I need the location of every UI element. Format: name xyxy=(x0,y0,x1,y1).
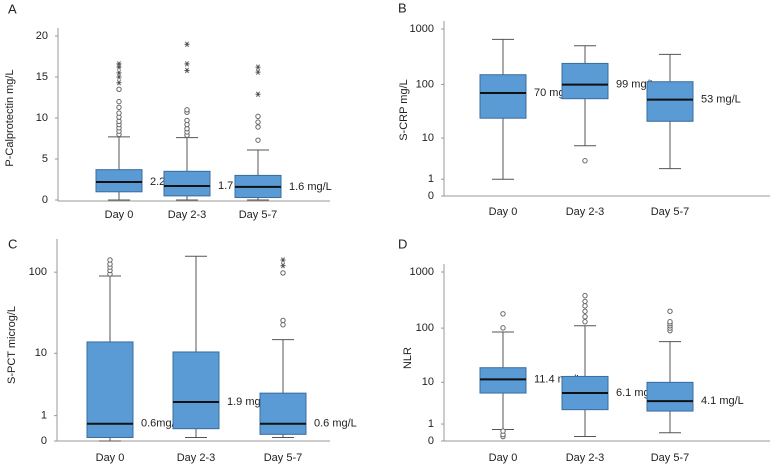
outlier xyxy=(184,117,190,124)
y-tick-label: 0 xyxy=(41,435,47,447)
outlier xyxy=(184,107,190,113)
box xyxy=(163,170,211,197)
panel-title: C xyxy=(8,236,17,251)
y-axis-label: NLR xyxy=(402,347,414,369)
y-axis-label: S-PCT microg/L xyxy=(6,306,18,384)
y-axis-label: P-Calprotectin mg/L xyxy=(4,69,16,166)
x-tick-label: Day 0 xyxy=(105,209,134,221)
x-tick-label: Day 5-7 xyxy=(651,452,690,464)
x-tick-label: Day 0 xyxy=(96,452,125,464)
x-tick-label: Day 2-3 xyxy=(566,452,605,464)
x-tick-label: Day 0 xyxy=(489,206,518,218)
box xyxy=(561,62,609,100)
extreme xyxy=(184,61,190,67)
y-tick-label: 15 xyxy=(36,71,48,83)
outlier xyxy=(667,308,673,314)
y-tick-label: 100 xyxy=(416,78,434,90)
outlier xyxy=(116,98,122,105)
extreme xyxy=(255,91,261,97)
x-tick-label: Day 5-7 xyxy=(239,209,278,221)
box xyxy=(172,351,220,430)
outlier xyxy=(582,292,588,299)
median-label: 53 mg/L xyxy=(701,93,741,105)
extreme xyxy=(184,67,190,74)
outlier xyxy=(280,270,286,276)
box xyxy=(479,74,527,119)
outlier xyxy=(582,158,588,164)
median-label: 0.6 mg/L xyxy=(314,418,357,430)
y-tick-label: 10 xyxy=(36,112,48,124)
x-tick-label: Day 0 xyxy=(489,452,518,464)
y-tick-label: 10 xyxy=(35,347,47,359)
outlier xyxy=(500,428,506,434)
y-tick-label: 0 xyxy=(42,194,48,206)
outlier xyxy=(255,119,261,125)
x-tick-label: Day 2-3 xyxy=(177,452,216,464)
box xyxy=(646,81,694,122)
y-axis-label: S-CRP mg/L xyxy=(398,79,410,141)
outlier xyxy=(500,311,506,317)
outlier xyxy=(582,308,588,314)
outlier xyxy=(280,317,286,324)
outlier xyxy=(255,137,261,143)
x-tick-label: Day 2-3 xyxy=(566,206,605,218)
median-label: 99 mg/L xyxy=(616,79,656,91)
extreme xyxy=(184,41,190,47)
y-tick-label: 5 xyxy=(42,153,48,165)
box xyxy=(86,341,134,439)
y-tick-label: 100 xyxy=(416,322,434,334)
x-tick-label: Day 5-7 xyxy=(264,452,303,464)
outlier xyxy=(582,298,588,305)
median-label: 0.6mg/L xyxy=(141,418,181,430)
extreme xyxy=(280,257,286,263)
y-tick-label: 0 xyxy=(428,190,434,202)
median-label: 1.6 mg/L xyxy=(289,181,332,193)
median-label: 4.1 mg/L xyxy=(701,395,744,407)
extreme xyxy=(280,262,286,269)
panel-title: B xyxy=(398,0,407,15)
extreme xyxy=(116,64,122,70)
panel-title: D xyxy=(398,236,407,251)
outlier xyxy=(582,303,588,309)
y-tick-label: 1 xyxy=(428,173,434,185)
outlier xyxy=(116,104,122,111)
extreme xyxy=(116,70,122,76)
y-tick-label: 0 xyxy=(428,435,434,447)
y-tick-label: 10 xyxy=(422,132,434,144)
outlier xyxy=(280,322,286,328)
panel-title: A xyxy=(8,1,17,16)
extreme xyxy=(116,61,122,67)
outlier xyxy=(500,325,506,331)
box xyxy=(95,169,143,193)
outlier xyxy=(116,86,122,93)
box xyxy=(259,392,307,435)
y-tick-label: 1 xyxy=(41,410,47,422)
median-label: 1.9 mg/L xyxy=(227,396,270,408)
y-tick-label: 1 xyxy=(428,418,434,430)
extreme xyxy=(255,64,261,70)
y-tick-label: 1000 xyxy=(410,266,434,278)
outlier xyxy=(116,110,122,116)
outlier xyxy=(255,113,261,120)
outlier xyxy=(107,257,113,263)
outlier xyxy=(667,319,673,325)
outlier xyxy=(255,124,261,130)
y-tick-label: 100 xyxy=(29,266,47,278)
extreme xyxy=(116,79,122,86)
x-tick-label: Day 5-7 xyxy=(651,206,690,218)
y-tick-label: 10 xyxy=(422,376,434,388)
outlier xyxy=(582,319,588,325)
y-tick-label: 20 xyxy=(36,30,48,42)
box xyxy=(646,381,694,412)
y-tick-label: 1000 xyxy=(410,23,434,35)
extreme xyxy=(255,69,261,75)
outlier xyxy=(582,314,588,320)
x-tick-label: Day 2-3 xyxy=(168,209,207,221)
